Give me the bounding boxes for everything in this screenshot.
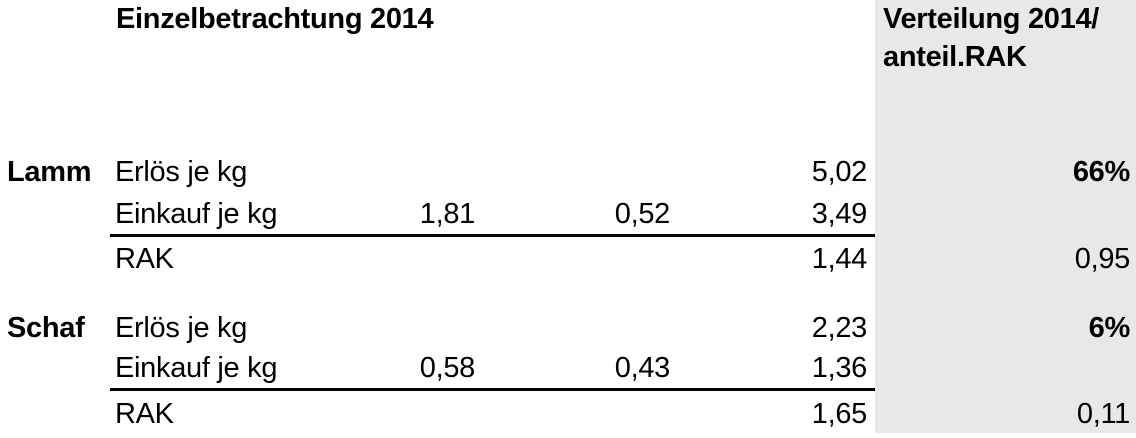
value-einkauf-c-lamm: 1,81 <box>350 194 480 237</box>
highlight-column-title-line1: Verteilung 2014/ <box>883 2 1100 35</box>
row-label-erloes-lamm: Erlös je kg <box>115 155 248 188</box>
value-einkauf-d-lamm: 0,52 <box>480 194 675 237</box>
main-title: Einzelbetrachtung 2014 <box>116 2 434 35</box>
value-rak-share-schaf: 0,11 <box>1076 398 1130 430</box>
value-einkauf-total-lamm: 3,49 <box>675 194 875 237</box>
row-label-einkauf-schaf: Einkauf je kg <box>110 349 350 391</box>
value-rak-total-lamm: 1,44 <box>811 242 868 275</box>
value-rak-share-lamm: 0,95 <box>1074 242 1131 275</box>
value-erloes-total-schaf: 2,23 <box>811 311 868 344</box>
highlight-column-title-line2: anteil.RAK <box>883 40 1027 73</box>
group-label-lamm: Lamm <box>7 155 92 188</box>
value-share-schaf: 6% <box>1088 311 1131 344</box>
row-label-rak-schaf: RAK <box>115 398 174 430</box>
value-share-lamm: 66% <box>1072 155 1130 188</box>
row-label-rak-lamm: RAK <box>115 242 174 275</box>
value-einkauf-total-schaf: 1,36 <box>675 349 875 391</box>
group-label-schaf: Schaf <box>7 311 85 344</box>
row-label-erloes-schaf: Erlös je kg <box>115 311 248 344</box>
value-erloes-total-lamm: 5,02 <box>811 155 868 188</box>
value-einkauf-d-schaf: 0,43 <box>480 349 675 391</box>
row-label-einkauf-lamm: Einkauf je kg <box>110 194 350 237</box>
highlight-column-background <box>875 0 1136 433</box>
value-rak-total-schaf: 1,65 <box>811 398 868 430</box>
value-einkauf-c-schaf: 0,58 <box>350 349 480 391</box>
